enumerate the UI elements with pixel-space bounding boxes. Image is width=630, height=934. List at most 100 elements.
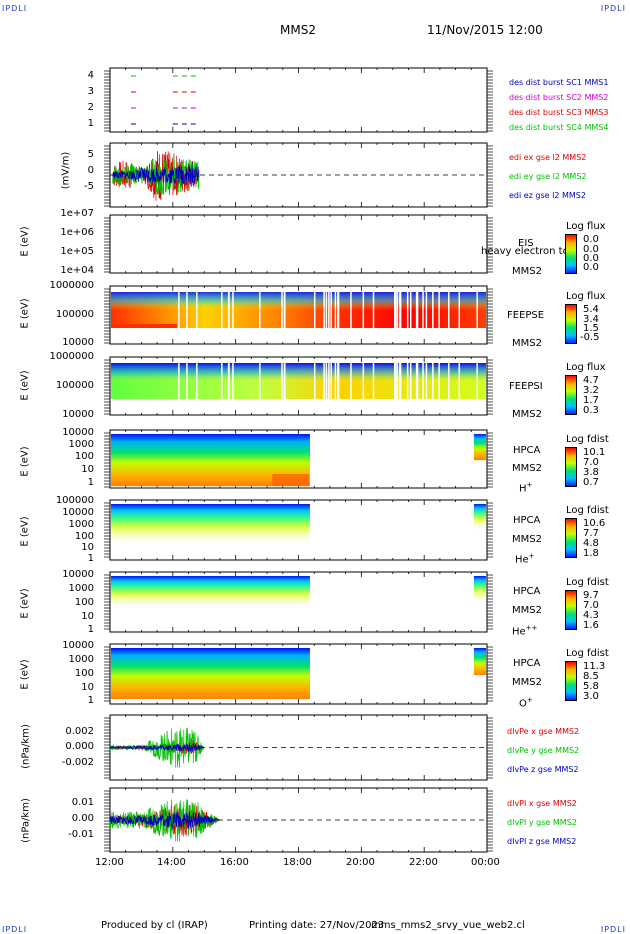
charge-symbol: + xyxy=(526,481,533,489)
data-gap xyxy=(416,363,419,399)
data-gap xyxy=(186,292,188,328)
feepsi-cb-tick: 3.2 xyxy=(583,385,599,396)
spacecraft-title: MMS2 xyxy=(280,23,316,37)
x-tick-label: 00:00 xyxy=(471,857,500,868)
data-gap xyxy=(415,292,418,328)
data-gap xyxy=(416,292,419,328)
eis-cb-tick: 0.0 xyxy=(583,253,599,264)
data-gap xyxy=(476,363,478,399)
data-gap xyxy=(221,363,223,399)
burst-ytick: 3 xyxy=(87,86,94,97)
efield-ylabel: (mV/m) xyxy=(60,151,72,190)
burst-legend-2: des dist burst SC2 MMS2 xyxy=(509,93,609,102)
data-gap xyxy=(425,363,428,399)
feepse-colorbar xyxy=(565,304,577,344)
feepse-spectrogram-top xyxy=(111,292,486,328)
hpca-he2-ytick: 10 xyxy=(81,611,94,622)
feepsi-ylabel: E (eV) xyxy=(19,370,31,401)
hpca-h-colorbar xyxy=(565,447,577,487)
data-gap xyxy=(396,292,399,328)
hpca-h-cb-tick: 3.8 xyxy=(583,467,599,478)
data-gap xyxy=(422,363,424,399)
hpca-h-colorbar-title: Log fdist xyxy=(566,434,609,445)
data-gap xyxy=(425,292,428,328)
burst-legend-4: des dist burst SC4 MMS4 xyxy=(509,123,609,132)
eis-overlay-label: heavy electron to xyxy=(481,246,569,257)
divpe-ytick: 0.002 xyxy=(65,726,94,737)
feepse-ytick: 10000 xyxy=(62,337,94,348)
eis-colorbar xyxy=(565,234,577,274)
eis-cb-tick: 0.0 xyxy=(583,244,599,255)
data-gap xyxy=(232,292,234,328)
data-gap xyxy=(281,363,283,399)
hpca_he-spectrogram-late xyxy=(473,504,486,531)
hpca-o-cb-tick: 11.3 xyxy=(583,661,606,672)
feepsi-spacecraft: MMS2 xyxy=(512,409,542,420)
burst-ytick: 4 xyxy=(87,70,94,81)
hpca-he-instrument: HPCA xyxy=(513,515,541,526)
corner-tag-top-right: IPDLI xyxy=(600,4,626,13)
hpca-h-hot-region xyxy=(272,474,309,486)
divpi-ytick: 0.01 xyxy=(71,797,94,808)
feepse-cb-tick: 5.4 xyxy=(583,304,599,315)
data-gap xyxy=(393,292,396,328)
divpe-legend-y: dIvPe y gse MMS2 xyxy=(507,746,580,755)
data-gap xyxy=(422,292,424,328)
eis-ytick: 1e+04 xyxy=(60,265,94,276)
burst-ytick: 1 xyxy=(87,118,94,129)
hpca-h-ytick: 10 xyxy=(81,464,94,475)
data-gap xyxy=(330,363,332,399)
hpca-he2-ytick: 1 xyxy=(87,624,94,635)
species-symbol: H xyxy=(519,483,527,495)
data-gap xyxy=(323,363,325,399)
hpca-he2-ytick: 100 xyxy=(74,597,94,608)
feepsi-cb-tick: 1.7 xyxy=(583,395,599,406)
feepse-ytick: 1000000 xyxy=(49,280,94,291)
divpi-trace-z xyxy=(109,811,220,829)
feepse-side-ticks xyxy=(104,286,493,344)
efield-legend-x: edi ex gse l2 MMS2 xyxy=(509,153,587,162)
data-gap xyxy=(409,363,412,399)
efield-ytick: 5 xyxy=(87,149,94,160)
hpca-he-ytick: 10000 xyxy=(62,507,94,518)
efield-legend-y: edi ey gse l2 MMS2 xyxy=(509,172,587,181)
hpca-he2-colorbar-title: Log fdist xyxy=(566,577,609,588)
data-gap xyxy=(323,292,325,328)
feepsi-ytick: 1000000 xyxy=(49,351,94,362)
eis-ytick: 1e+07 xyxy=(60,208,94,219)
hpca-h-species: H+ xyxy=(519,481,532,494)
hpca_he-side-ticks xyxy=(104,500,493,560)
data-gap xyxy=(362,292,365,328)
hpca-h-spacecraft: MMS2 xyxy=(512,463,542,474)
hpca-he-ytick: 10 xyxy=(81,542,94,553)
x-tick-label: 12:00 xyxy=(95,857,124,868)
hpca-o-ytick: 1 xyxy=(87,695,94,706)
hpca-o-ytick: 100 xyxy=(74,668,94,679)
data-gap xyxy=(328,363,330,399)
efield-side-ticks xyxy=(104,143,493,207)
burst-legend-3: des dist burst SC3 MMS3 xyxy=(509,108,609,117)
corner-tag-bottom-right: IPDLI xyxy=(600,925,626,934)
hpca-o-spacecraft: MMS2 xyxy=(512,677,542,688)
hpca-he2-colorbar xyxy=(565,590,577,630)
data-gap xyxy=(337,292,340,328)
feepse-low-energy-band xyxy=(111,324,177,328)
data-gap xyxy=(325,292,328,328)
hpca-he-ytick: 100 xyxy=(74,531,94,542)
data-gap xyxy=(196,292,198,328)
data-gap xyxy=(406,292,409,328)
divpi-side-ticks xyxy=(104,788,493,852)
eis-cb-tick: 0.0 xyxy=(583,234,599,245)
hpca-o-ylabel: E (eV) xyxy=(19,659,31,690)
species-symbol: O xyxy=(519,698,527,710)
hpca-he-colorbar xyxy=(565,518,577,558)
x-tick-label: 18:00 xyxy=(283,857,312,868)
x-tick-label: 14:00 xyxy=(157,857,186,868)
data-gap xyxy=(458,363,461,399)
species-symbol: He xyxy=(515,554,529,566)
data-gap xyxy=(284,292,286,328)
feepse-cb-tick: 3.4 xyxy=(583,314,599,325)
hpca-he-species: He+ xyxy=(515,552,535,565)
data-gap xyxy=(393,363,396,399)
